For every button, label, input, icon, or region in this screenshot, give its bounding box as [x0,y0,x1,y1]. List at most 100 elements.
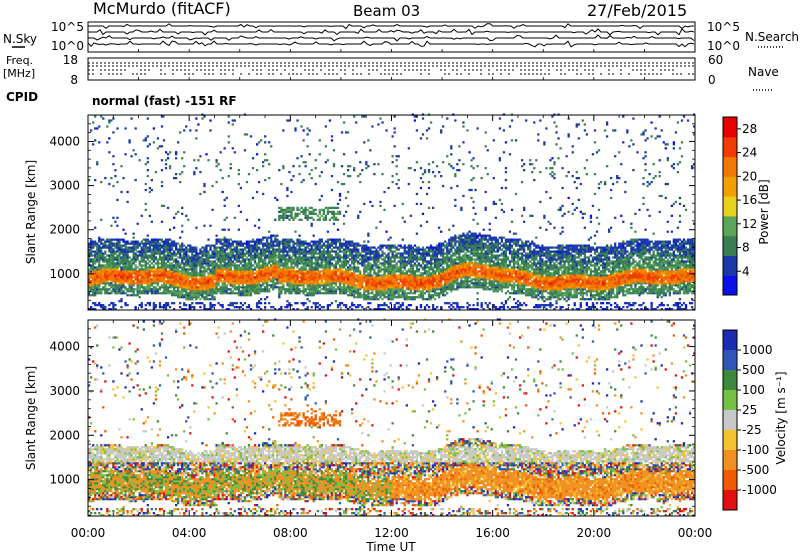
heatmap-cell [237,254,240,257]
heatmap-cell [310,254,313,257]
heatmap-cell [223,280,226,283]
heatmap-cell [199,272,202,275]
heatmap-cell [144,276,147,279]
heatmap-cell [316,272,319,275]
heatmap-cell [320,244,323,247]
heatmap-cell [255,254,259,257]
heatmap-cell [316,242,319,245]
heatmap-cell [298,208,301,211]
heatmap-cell [102,276,105,279]
heatmap-cell [166,246,170,249]
heatmap-cell [229,246,232,249]
heatmap-cell [427,206,431,209]
heatmap-cell [284,276,287,279]
heatmap-cell [257,218,261,221]
heatmap-cell [282,214,285,217]
heatmap-cell [146,234,149,237]
heatmap-cell [316,302,319,305]
heatmap-cell [417,274,421,277]
heatmap-cell [241,258,245,261]
heatmap-cell [264,264,267,267]
heatmap-cell [421,260,425,263]
heatmap-cell [116,256,119,259]
heatmap-cell [179,270,182,273]
heatmap-cell [209,129,212,132]
heatmap-cell [229,254,232,257]
heatmap-cell [346,280,350,283]
heatmap-cell [118,266,121,269]
heatmap-cell [100,254,103,257]
heatmap-cell [429,298,433,301]
heatmap-cell [253,254,257,257]
heatmap-cell [433,278,437,281]
heatmap-cell [221,282,224,285]
heatmap-cell [282,167,285,170]
heatmap-cell [259,270,263,273]
heatmap-cell [276,250,279,253]
heatmap-cell [421,284,425,287]
heatmap-cell [328,270,332,273]
heatmap-cell [411,286,414,289]
heatmap-cell [387,286,390,289]
heatmap-cell [427,169,431,172]
heatmap-cell [338,286,342,289]
heatmap-cell [353,290,356,293]
heatmap-cell [110,258,113,261]
heatmap-cell [249,246,253,249]
heatmap-cell [197,296,200,299]
heatmap-cell [306,264,309,267]
heatmap-cell [377,288,380,291]
heatmap-cell [144,246,147,249]
heatmap-cell [116,290,119,293]
heatmap-cell [150,258,153,261]
heatmap-cell [187,294,190,297]
heatmap-cell [154,272,158,275]
heatmap-cell [308,212,311,215]
heatmap-cell [326,272,330,275]
heatmap-cell [282,270,285,273]
heatmap-cell [342,292,346,295]
heatmap-cell [164,306,168,309]
heatmap-cell [338,194,342,198]
heatmap-cell [187,270,190,273]
heatmap-cell [385,304,388,307]
heatmap-cell [395,246,398,249]
heatmap-cell [409,256,412,259]
heatmap-cell [288,288,291,291]
heatmap-cell [170,302,174,305]
beam-title: Beam 03 [353,2,420,20]
heatmap-cell [383,190,386,194]
heatmap-cell [278,250,281,253]
heatmap-cell [436,294,439,297]
heatmap-cell [338,292,342,295]
heatmap-cell [110,264,113,267]
heatmap-cell [203,252,206,255]
heatmap-cell [296,157,299,160]
heatmap-cell [399,264,402,267]
heatmap-cell [183,252,186,255]
heatmap-cell [217,238,220,241]
heatmap-cell [245,282,249,285]
heatmap-cell [106,141,109,144]
heatmap-cell [187,278,190,281]
heatmap-cell [338,240,342,243]
heatmap-cell [247,260,251,263]
heatmap-cell [92,288,95,291]
heatmap-cell [429,284,433,287]
heatmap-cell [193,262,196,265]
heatmap-cell [318,248,321,251]
heatmap-cell [389,282,392,285]
heatmap-cell [367,274,370,277]
heatmap-cell [294,282,297,285]
heatmap-cell [100,290,103,293]
heatmap-cell [363,258,366,261]
heatmap-cell [373,262,376,265]
heatmap-cell [286,208,289,211]
heatmap-cell [181,256,184,259]
heatmap-cell [148,284,151,287]
heatmap-cell [124,252,127,255]
heatmap-cell [389,264,392,267]
heatmap-cell [328,286,332,289]
heatmap-cell [223,272,226,275]
heatmap-cell [160,240,164,243]
